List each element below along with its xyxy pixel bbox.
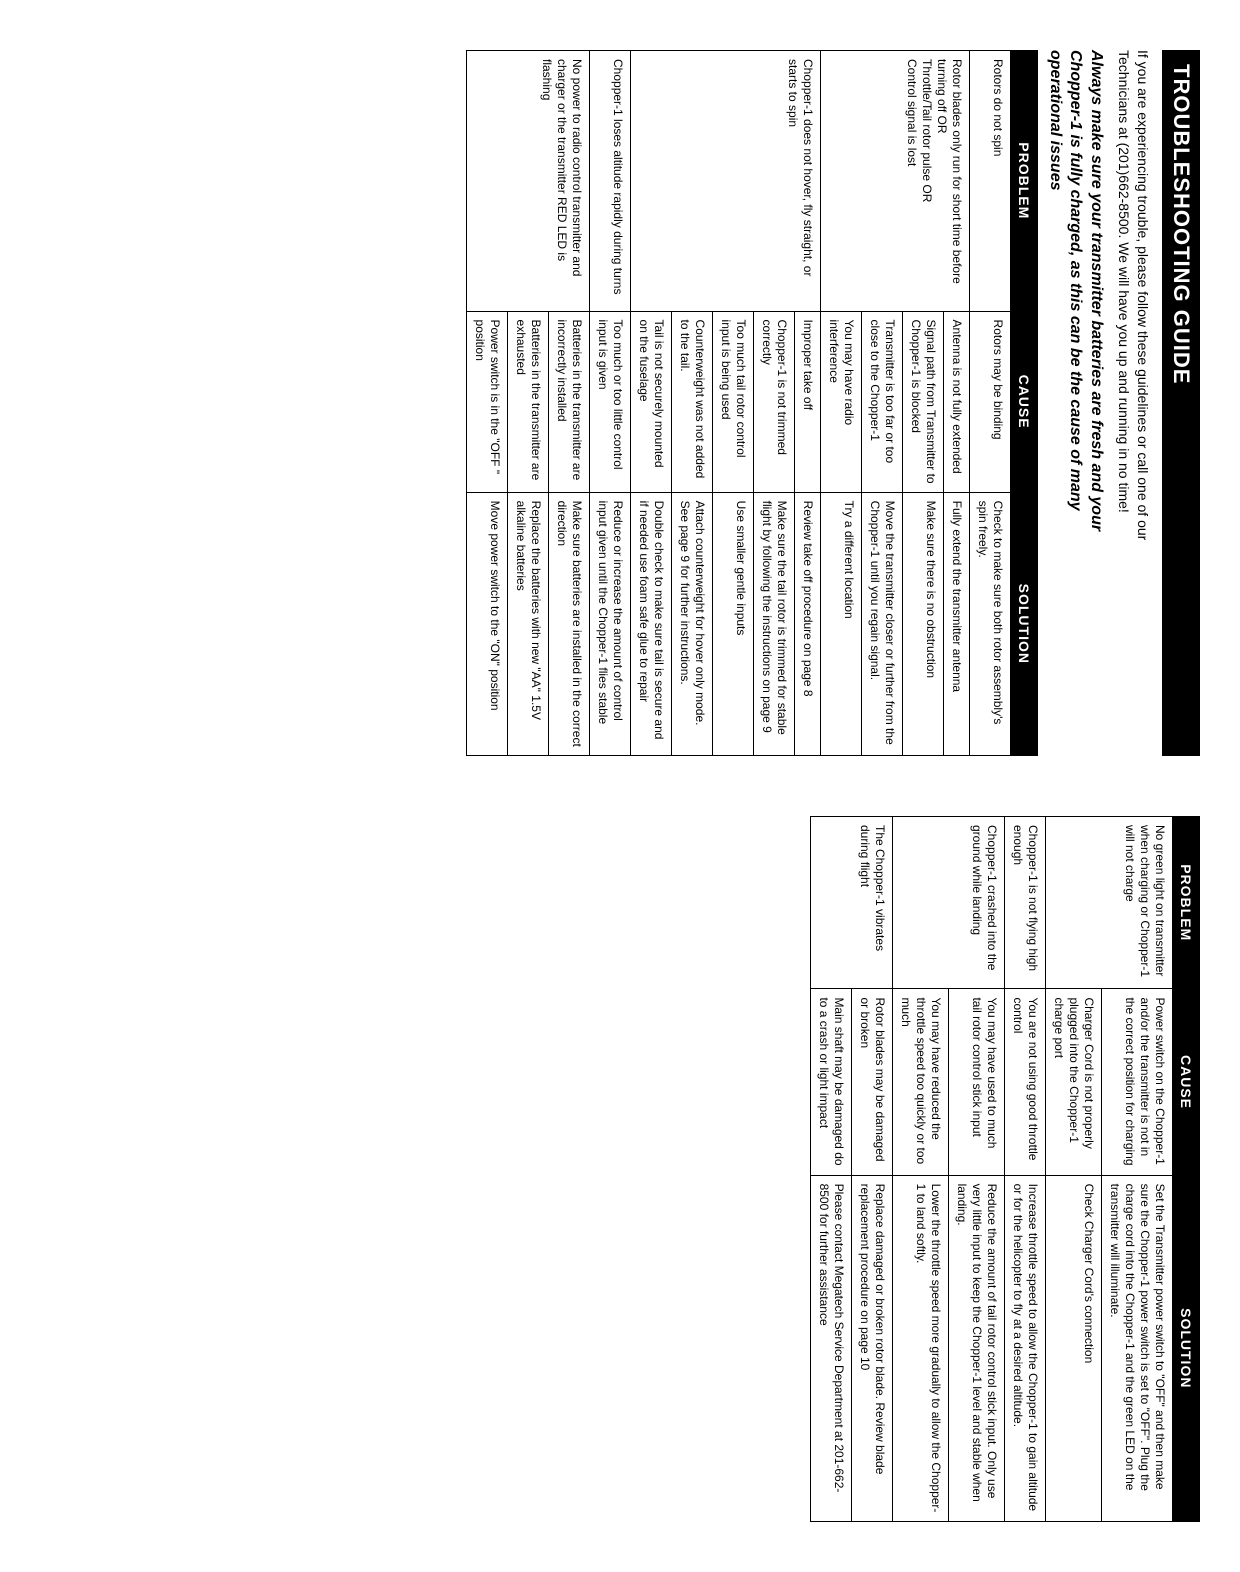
cell-solution: Increase throttle speed to allow the Cho… (1005, 1175, 1046, 1521)
cell-solution: Make sure batteries are installed in the… (548, 492, 589, 755)
troubleshooting-table-right: PROBLEM CAUSE SOLUTION No green light on… (810, 816, 1200, 1522)
cell-solution: Please contact Megatech Service Departme… (811, 1175, 852, 1521)
intro-text: If you are experiencing trouble, please … (1114, 50, 1152, 756)
cell-solution: Make sure there is no obstruction (902, 492, 943, 755)
cell-solution: Reduce the amount of tail rotor control … (949, 1175, 1005, 1521)
cell-cause: Power switch on the Chopper-1 and/or the… (1102, 989, 1173, 1175)
cell-cause: You may have reduced the throttle speed … (893, 989, 949, 1175)
cell-solution: Try a different location (820, 492, 861, 755)
cell-problem: Rotor blades only run for short time bef… (820, 51, 969, 312)
emphasis-text: Always make sure your transmitter batter… (1044, 50, 1106, 756)
cell-cause: Transmitter is too far or too close to t… (861, 311, 902, 492)
cell-solution: Review take off procedure on page 8 (794, 492, 820, 755)
section-title: TROUBLESHOOTING GUIDE (1162, 50, 1200, 756)
emph-line-1: Always make sure your transmitter batter… (1088, 50, 1105, 531)
th-problem: PROBLEM (1010, 51, 1037, 312)
th-solution: SOLUTION (1173, 1175, 1200, 1521)
cell-solution: Check to make sure both rotor assembly's… (969, 492, 1010, 755)
emph-line-2: Chopper-1 is fully charged, as this can … (1067, 50, 1084, 511)
cell-cause: Rotors may be binding (969, 311, 1010, 492)
th-solution: SOLUTION (1010, 492, 1037, 755)
intro-line-1: If you are experiencing trouble, please … (1135, 50, 1151, 540)
cell-cause: Rotor blades may be damaged or broken (852, 989, 893, 1175)
table-row: Chopper-1 does not hover, fly straight, … (794, 51, 820, 756)
cell-cause: You may have used to much tail rotor con… (949, 989, 1005, 1175)
cell-problem: Chopper-1 loses altitude rapidly during … (589, 51, 630, 312)
table-row: No green light on transmitter when charg… (1102, 817, 1173, 1522)
cell-solution: Lower the throttle speed more gradually … (893, 1175, 949, 1521)
cell-cause: Improper take off (794, 311, 820, 492)
cell-solution: Double check to make sure tail is secure… (630, 492, 671, 755)
cell-cause: Charger Cord is not properly plugged int… (1046, 989, 1102, 1175)
cell-problem: Chopper-1 does not hover, fly straight, … (630, 51, 820, 312)
cell-solution: Use smaller gentle inputs (712, 492, 753, 755)
emph-line-3: operational issues (1047, 50, 1064, 191)
cell-problem: Rotors do not spin (969, 51, 1010, 312)
cell-cause: Chopper-1 is not trimmed correctly (753, 311, 794, 492)
cell-cause: Antenna is not fully extended (943, 311, 969, 492)
cell-problem: Chopper-1 crashed into the ground while … (893, 817, 1005, 989)
table-row: Rotor blades only run for short time bef… (943, 51, 969, 756)
troubleshooting-table-left: PROBLEM CAUSE SOLUTION Rotors do not spi… (466, 50, 1038, 756)
table-row: Chopper-1 crashed into the ground while … (949, 817, 1005, 1522)
cell-solution: Move the transmitter closer or further f… (861, 492, 902, 755)
cell-cause: You are not using good throttle control (1005, 989, 1046, 1175)
table-row: The Chopper-1 vibrates during flightRoto… (852, 817, 893, 1522)
intro-line-2: Technicians at (201)662-8500. We will ha… (1116, 50, 1132, 513)
left-page: TROUBLESHOOTING GUIDE If you are experie… (30, 50, 1200, 756)
cell-cause: You may have radio interference (820, 311, 861, 492)
cell-solution: Fully extend the transmitter antenna (943, 492, 969, 755)
cell-solution: Make sure the tail rotor is trimmed for … (753, 492, 794, 755)
table-row: Chopper-1 loses altitude rapidly during … (589, 51, 630, 756)
cell-cause: Batteries in the transmitter are exhaust… (507, 311, 548, 492)
cell-problem: No green light on transmitter when charg… (1046, 817, 1173, 989)
cell-cause: Batteries in the transmitter are incorre… (548, 311, 589, 492)
cell-cause: Too much tail rotor control input is bei… (712, 311, 753, 492)
cell-cause: Too much or too little control input is … (589, 311, 630, 492)
cell-problem: The Chopper-1 vibrates during flight (811, 817, 893, 989)
cell-cause: Main shaft may be damaged do to a crash … (811, 989, 852, 1175)
cell-cause: Tail is not securely mounted on the fuse… (630, 311, 671, 492)
th-cause: CAUSE (1010, 311, 1037, 492)
cell-solution: Move power switch to the "ON" position (466, 492, 507, 755)
cell-solution: Reduce or increase the amount of control… (589, 492, 630, 755)
cell-solution: Set the Transmitter power switch to "OFF… (1102, 1175, 1173, 1521)
cell-solution: Attach counterweight for hover only mode… (671, 492, 712, 755)
cell-solution: Replace the batteries with new "AA" 1.5V… (507, 492, 548, 755)
table-row: No power to radio control transmitter an… (548, 51, 589, 756)
cell-cause: Power switch is in the "OFF " position (466, 311, 507, 492)
cell-solution: Replace damaged or broken rotor blade. R… (852, 1175, 893, 1521)
cell-cause: Signal path from Transmitter to Chopper-… (902, 311, 943, 492)
right-page: PROBLEM CAUSE SOLUTION No green light on… (30, 816, 1200, 1522)
cell-solution: Check Charger Cord's connection (1046, 1175, 1102, 1521)
cell-problem: No power to radio control transmitter an… (466, 51, 589, 312)
cell-problem: Chopper-1 is not flying high enough (1005, 817, 1046, 989)
cell-cause: Counterweight was not added to the tail. (671, 311, 712, 492)
table-row: Rotors do not spinRotors may be bindingC… (969, 51, 1010, 756)
th-cause: CAUSE (1173, 989, 1200, 1175)
th-problem: PROBLEM (1173, 817, 1200, 989)
table-row: Chopper-1 is not flying high enoughYou a… (1005, 817, 1046, 1522)
